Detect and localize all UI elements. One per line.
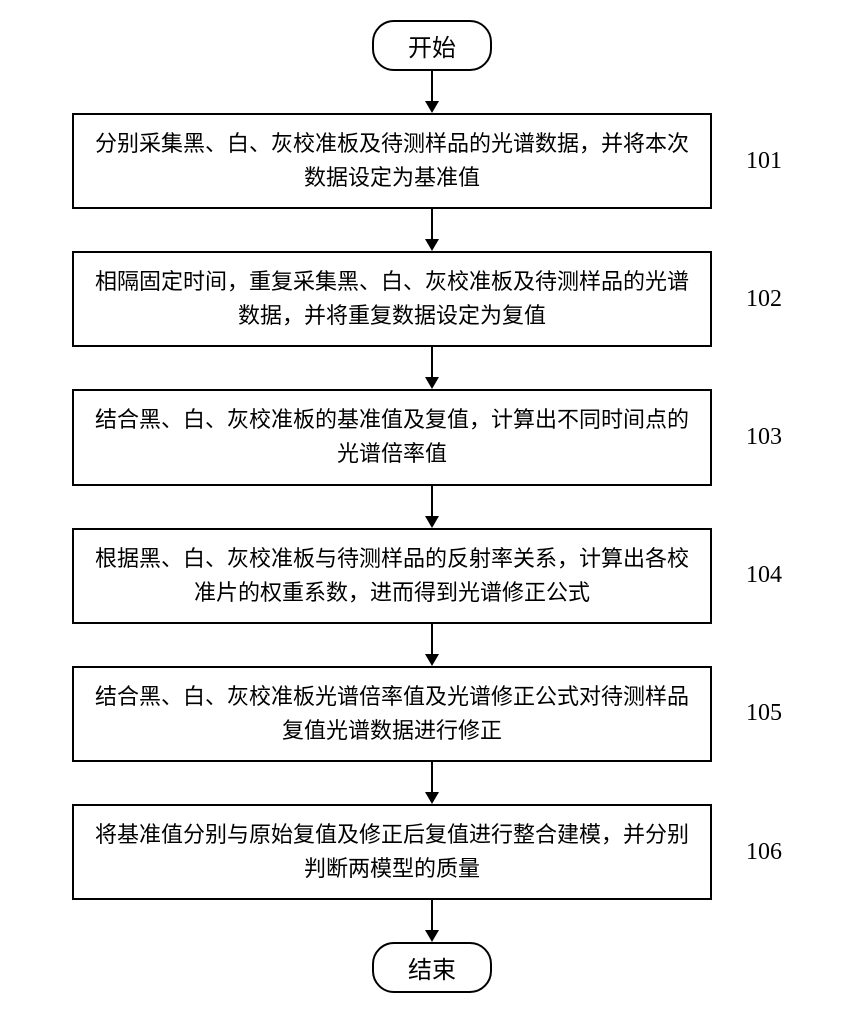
arrow-icon: [422, 762, 442, 804]
step-label-104: 104: [746, 562, 782, 589]
step-row: 分别采集黑、白、灰校准板及待测样品的光谱数据，并将本次数据设定为基准值 101: [42, 113, 822, 209]
step-row: 结合黑、白、灰校准板光谱倍率值及光谱修正公式对待测样品复值光谱数据进行修正 10…: [42, 666, 822, 762]
step-box-103: 结合黑、白、灰校准板的基准值及复值，计算出不同时间点的光谱倍率值: [72, 389, 712, 485]
arrow-icon: [422, 209, 442, 251]
step-row: 结合黑、白、灰校准板的基准值及复值，计算出不同时间点的光谱倍率值 103: [42, 389, 822, 485]
step-label-105: 105: [746, 700, 782, 727]
step-box-101: 分别采集黑、白、灰校准板及待测样品的光谱数据，并将本次数据设定为基准值: [72, 113, 712, 209]
step-label-102: 102: [746, 286, 782, 313]
step-row: 将基准值分别与原始复值及修正后复值进行整合建模，并分别判断两模型的质量 106: [42, 804, 822, 900]
step-label-106: 106: [746, 839, 782, 866]
arrow-icon: [422, 624, 442, 666]
step-box-105: 结合黑、白、灰校准板光谱倍率值及光谱修正公式对待测样品复值光谱数据进行修正: [72, 666, 712, 762]
arrow-icon: [422, 486, 442, 528]
terminal-start: 开始: [372, 20, 492, 71]
step-box-104: 根据黑、白、灰校准板与待测样品的反射率关系，计算出各校准片的权重系数，进而得到光…: [72, 528, 712, 624]
arrow-icon: [422, 900, 442, 942]
flowchart-container: 开始 分别采集黑、白、灰校准板及待测样品的光谱数据，并将本次数据设定为基准值 1…: [42, 20, 822, 993]
step-row: 根据黑、白、灰校准板与待测样品的反射率关系，计算出各校准片的权重系数，进而得到光…: [42, 528, 822, 624]
step-label-101: 101: [746, 148, 782, 175]
terminal-end: 结束: [372, 942, 492, 993]
step-row: 相隔固定时间，重复采集黑、白、灰校准板及待测样品的光谱数据，并将重复数据设定为复…: [42, 251, 822, 347]
step-box-106: 将基准值分别与原始复值及修正后复值进行整合建模，并分别判断两模型的质量: [72, 804, 712, 900]
step-label-103: 103: [746, 424, 782, 451]
arrow-icon: [422, 71, 442, 113]
arrow-icon: [422, 347, 442, 389]
step-box-102: 相隔固定时间，重复采集黑、白、灰校准板及待测样品的光谱数据，并将重复数据设定为复…: [72, 251, 712, 347]
